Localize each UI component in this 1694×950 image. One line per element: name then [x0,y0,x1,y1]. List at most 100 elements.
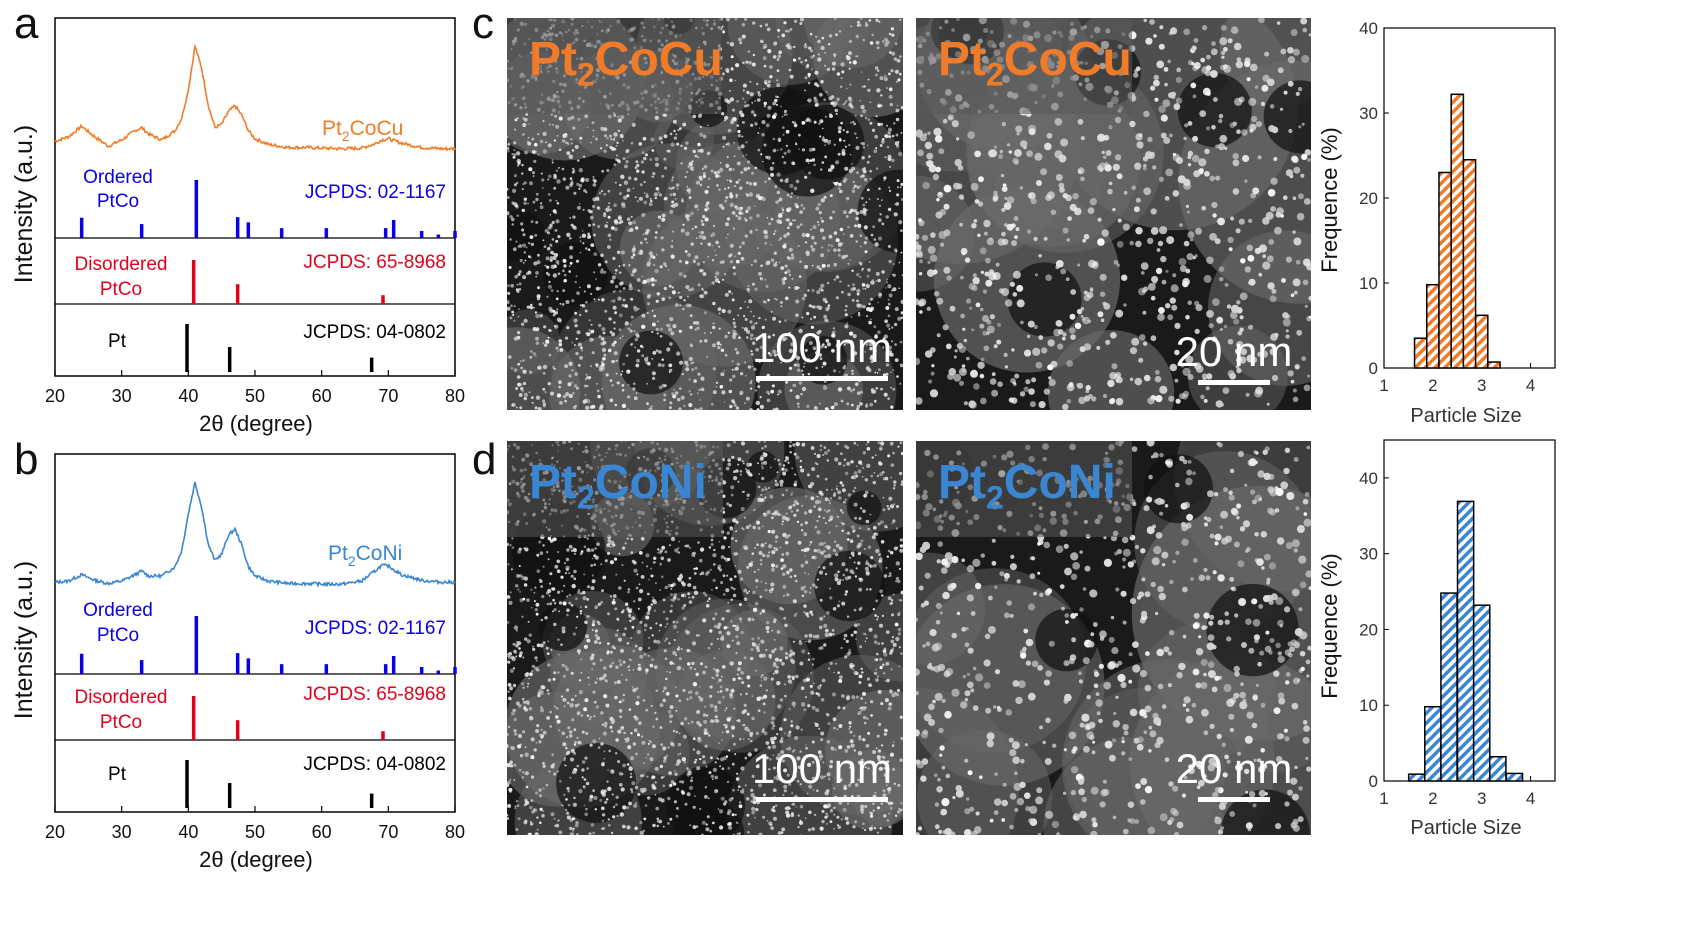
histogram-bar [1462,159,1477,369]
pore-region [666,766,745,835]
x-tick-label: 40 [178,386,198,406]
support-region [1048,330,1175,410]
histogram-bar [1426,283,1440,369]
pore-region [556,742,636,823]
x-tick-label: 2 [1428,789,1437,808]
pore-region [1007,262,1082,337]
xrd-plot-area: 20 30 40 50 60 70 80 [45,17,465,406]
x-tick-label: 30 [112,822,132,842]
x-tick-label: 70 [378,386,398,406]
histogram-bar [1489,756,1507,782]
tem-sample-label: Pt2CoNi [916,441,1132,537]
panel-label-b: b [14,435,39,484]
xrd-panel-b: 20 30 40 50 60 70 80 Intensity (a.u.) 2θ (degr… [10,453,465,872]
panel-label-c: c [472,0,494,48]
histogram-bar [1505,772,1524,782]
support-region [780,654,903,815]
scale-bar-label: 100 nm [751,745,893,792]
support-region [813,18,903,117]
y-tick-label: 20 [1359,189,1378,208]
histogram-bar [1407,773,1426,782]
x-tick-label: 60 [312,386,332,406]
histogram-xlabel: Particle Size [1410,817,1521,839]
scale-bar-label: 20 nm [1175,745,1293,792]
y-tick-label: 40 [1359,469,1378,488]
x-tick-label: 20 [45,822,65,842]
panel-label-a: a [14,0,39,48]
histogram-bar [1472,604,1491,782]
histogram-plot-area: 0 10 20 30 40 1 2 3 4 [1359,439,1556,808]
scale-bar-line [756,376,888,381]
histogram-ylabel: Frequence (%) [1317,553,1342,699]
pt-ref: JCPDS: 04-0802 [303,322,446,343]
x-tick-label: 2 [1428,376,1437,395]
tem-image-low-mag-cocu: Pt2CoCu 100 nm [507,18,903,410]
xrd-ylabel: Intensity (a.u.) [10,561,38,719]
pore-region [1177,73,1252,148]
pore-region [1263,80,1311,154]
x-tick-label: 1 [1379,376,1388,395]
y-tick-label: 10 [1359,274,1378,293]
histogram-bar [1438,171,1452,369]
xrd-xlabel: 2θ (degree) [199,411,313,436]
tem-image-high-mag-cocu: Pt2CoCu 20 nm [916,18,1311,410]
histogram-plot-area: 0 10 20 30 40 1 2 3 4 [1359,19,1556,395]
scale-bar: 100 nm [747,324,897,381]
panel-label-d: d [472,435,497,484]
histogram-bar [1440,592,1458,782]
y-tick-label: 0 [1369,359,1378,378]
ordered-label-1: Ordered [83,600,153,621]
x-tick-label: 80 [445,822,465,842]
histogram-bar [1424,705,1442,782]
xrd-plot-area: 20 30 40 50 60 70 80 [45,453,465,842]
support-region [851,763,903,827]
pore-region [1143,454,1214,524]
x-tick-label: 3 [1477,789,1486,808]
disordered-ref: JCPDS: 65-8968 [303,252,446,273]
xrd-curve [54,481,456,588]
x-tick-label: 20 [45,386,65,406]
scale-bar: 20 nm [1174,745,1294,802]
support-region [728,154,899,325]
x-tick-label: 4 [1526,376,1535,395]
scale-bar: 20 nm [1174,328,1294,385]
y-tick-label: 0 [1369,772,1378,791]
tem-sample-label: Pt2CoNi [507,441,723,537]
x-tick-label: 3 [1477,376,1486,395]
scale-bar-label: 100 nm [751,324,893,371]
y-tick-label: 10 [1359,696,1378,715]
x-tick-label: 40 [178,822,198,842]
y-tick-label: 40 [1359,19,1378,38]
histogram-bar [1487,361,1501,369]
y-tick-label: 20 [1359,620,1378,639]
scale-bar-line [1198,797,1270,802]
pore-region [1206,583,1299,677]
support-region [507,309,561,375]
tem-sample-label: Pt2CoCu [916,18,1132,114]
support-region [674,649,776,751]
x-tick-label: 60 [312,822,332,842]
scale-bar-line [756,797,888,802]
disordered-ref: JCPDS: 65-8968 [303,684,446,705]
tem-image-high-mag-coni: Pt2CoNi 20 nm [916,441,1311,835]
disordered-label-2: PtCo [100,712,142,733]
x-tick-label: 30 [112,386,132,406]
x-tick-label: 4 [1526,789,1535,808]
scale-bar-line [1198,380,1270,385]
disordered-label-1: Disordered [75,687,168,708]
y-tick-label: 30 [1359,545,1378,564]
pore-region [1035,608,1098,672]
y-tick-label: 30 [1359,104,1378,123]
pore-region [507,211,546,262]
histogram-bar [1474,314,1489,369]
pore-region [543,241,608,307]
tem-image-low-mag-coni: Pt2CoNi 100 nm [507,441,903,835]
pt-ref: JCPDS: 04-0802 [303,754,446,775]
ordered-label-2: PtCo [97,191,139,212]
disordered-label-2: PtCo [100,279,142,300]
xrd-xlabel: 2θ (degree) [199,847,313,872]
ordered-label-2: PtCo [97,625,139,646]
histogram-bar [1450,93,1465,369]
pore-region [846,490,882,526]
tem-sample-label: Pt2CoCu [507,18,723,114]
